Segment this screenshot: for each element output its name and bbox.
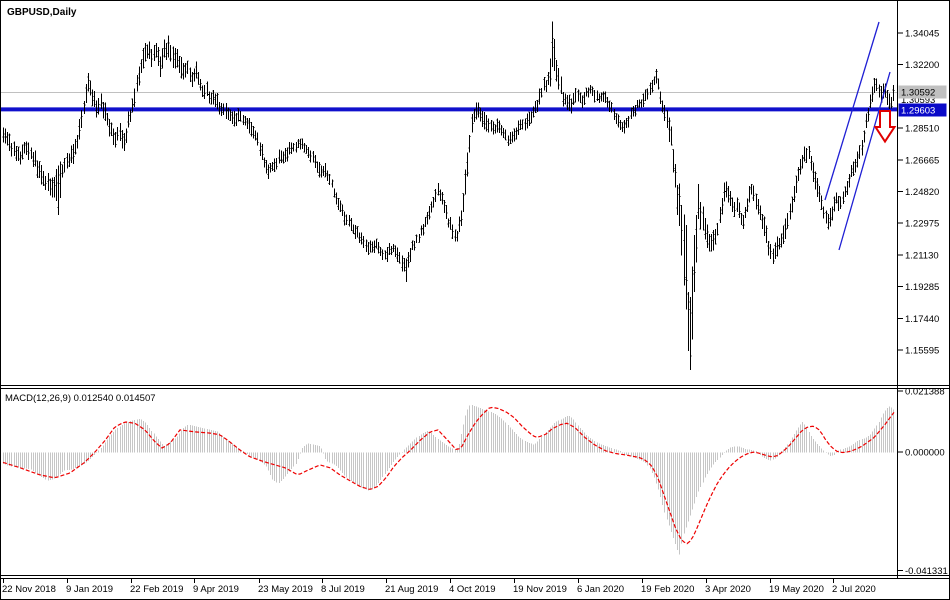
- secondary-price-label-text: 1.30593: [901, 95, 935, 106]
- hline-price-tag-bg: [898, 103, 947, 117]
- ohlc-price-bars: [2, 21, 895, 370]
- time-axis-label: 6 Jan 2020: [577, 584, 624, 595]
- chart-annotations: [824, 21, 897, 251]
- price-axis-label: 1.24820: [905, 187, 939, 198]
- current-price-tag-text: 1.30592: [901, 88, 935, 99]
- current-price-tag-bg: [898, 85, 947, 99]
- ascending-trendline-1[interactable]: [824, 21, 880, 201]
- time-axis-label: 23 May 2019: [258, 584, 313, 595]
- time-axis-label: 3 Apr 2020: [705, 584, 751, 595]
- hline-price-tag[interactable]: 1.29603: [898, 103, 947, 117]
- price-axis-label: 1.15595: [905, 346, 939, 357]
- price-axis-label: 1.34045: [905, 29, 939, 40]
- macd-axis-label: -0.041331: [905, 566, 948, 577]
- macd-signal-line: [2, 406, 895, 545]
- time-axis-label: 4 Oct 2019: [449, 584, 495, 595]
- ascending-trendline-2[interactable]: [838, 71, 891, 251]
- macd-indicator-panel: [2, 405, 895, 555]
- axis-tick-marks: [3, 32, 903, 583]
- macd-axis-label: 0.000000: [905, 448, 945, 459]
- price-axis-label: 1.22975: [905, 219, 939, 230]
- time-axis-label: 8 Jul 2019: [321, 584, 365, 595]
- price-axis-label: 1.32200: [905, 60, 939, 71]
- price-axis-label: 1.28510: [905, 124, 939, 135]
- macd-axis-label: 0.021388: [905, 387, 945, 398]
- secondary-price-label: 1.30593: [901, 95, 935, 106]
- time-axis-label: 9 Jan 2019: [66, 584, 113, 595]
- time-axis-label: 19 May 2020: [769, 584, 824, 595]
- hline-price-tag-text: 1.29603: [901, 106, 935, 117]
- time-axis-label: 9 Apr 2019: [193, 584, 239, 595]
- time-axis-label: 19 Nov 2019: [513, 584, 567, 595]
- price-axis-label: 1.17440: [905, 314, 939, 325]
- price-axis-label: 1.26665: [905, 155, 939, 166]
- time-axis-label: 19 Feb 2020: [641, 584, 694, 595]
- price-panel: [0, 21, 897, 370]
- macd-indicator-label: MACD(12,26,9) 0.012540 0.014507: [5, 393, 156, 404]
- time-axis-label: 22 Feb 2019: [130, 584, 183, 595]
- sell-down-arrow-icon[interactable]: [873, 110, 897, 144]
- current-price-tag: 1.30592: [898, 85, 947, 99]
- time-axis-label: 2 Jul 2020: [832, 584, 876, 595]
- price-axis-label: 1.21130: [905, 250, 939, 261]
- time-axis-label: 22 Nov 2018: [2, 584, 56, 595]
- macd-histogram: [3, 405, 894, 555]
- symbol-period-title: GBPUSD,Daily: [7, 7, 77, 18]
- time-axis-label: 21 Aug 2019: [385, 584, 438, 595]
- price-axis-label: 1.19285: [905, 282, 939, 293]
